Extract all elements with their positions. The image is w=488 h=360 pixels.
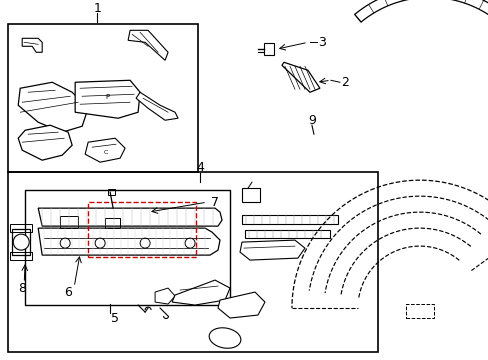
Text: 3: 3: [317, 36, 325, 49]
Bar: [88, 202, 196, 257]
Bar: [105, 218, 120, 228]
Bar: [264, 43, 273, 55]
Polygon shape: [218, 292, 264, 318]
Text: P: P: [105, 94, 109, 100]
Circle shape: [95, 238, 105, 248]
Bar: [108, 189, 115, 195]
Polygon shape: [172, 280, 229, 305]
Polygon shape: [244, 230, 329, 238]
Bar: [12, 229, 30, 255]
Polygon shape: [242, 215, 337, 224]
Text: 2: 2: [340, 76, 348, 89]
Circle shape: [184, 238, 195, 248]
Text: 9: 9: [307, 114, 315, 127]
Text: 1: 1: [93, 2, 101, 15]
Polygon shape: [282, 62, 319, 92]
Text: 6: 6: [64, 285, 72, 298]
Text: 4: 4: [196, 161, 203, 174]
Polygon shape: [155, 288, 175, 304]
Polygon shape: [75, 80, 140, 118]
Polygon shape: [354, 0, 488, 78]
Polygon shape: [22, 38, 42, 52]
Bar: [60, 216, 78, 228]
Bar: [25, 190, 229, 305]
Bar: [8, 24, 198, 172]
Bar: [8, 172, 377, 352]
Polygon shape: [18, 82, 88, 132]
Bar: [405, 304, 433, 318]
Circle shape: [60, 238, 70, 248]
Text: 5: 5: [111, 311, 119, 324]
Polygon shape: [136, 92, 178, 120]
Text: 8: 8: [18, 282, 26, 294]
Bar: [10, 252, 32, 260]
Polygon shape: [18, 125, 72, 160]
Circle shape: [13, 234, 29, 250]
Text: C: C: [104, 150, 108, 155]
Polygon shape: [38, 228, 220, 255]
Polygon shape: [85, 138, 125, 162]
Bar: [10, 224, 32, 232]
Polygon shape: [38, 208, 222, 226]
Ellipse shape: [209, 328, 241, 348]
Polygon shape: [240, 240, 305, 260]
Text: 7: 7: [211, 195, 219, 209]
Circle shape: [140, 238, 150, 248]
Polygon shape: [128, 30, 168, 60]
Bar: [242, 188, 260, 202]
